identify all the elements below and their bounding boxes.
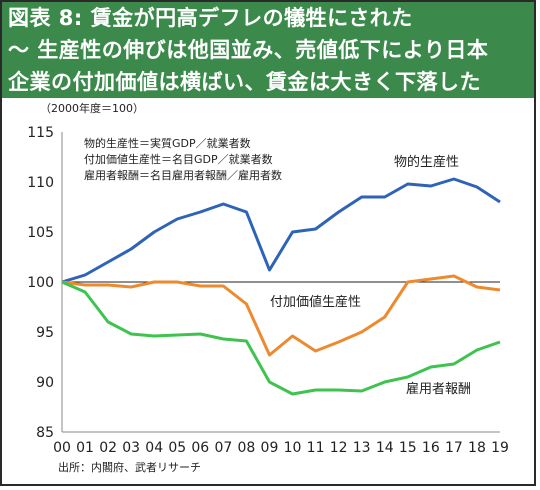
line-chart: （2000年度＝100） 85 90 95 100 105 110 115 00 01 02 03… — [27, 101, 509, 474]
figure-title: 図表 8: 賃金が円高デフレの犠牲にされた ～ 生産性の伸びは他国並み、売値低下… — [2, 2, 534, 98]
x-tick-label: 04 — [145, 440, 163, 456]
x-tick-label: 17 — [445, 440, 463, 456]
x-tick-label: 16 — [422, 440, 440, 456]
series-label-physical-productivity: 物的生産性 — [394, 154, 459, 170]
definition-2: 付加価値生産性＝名目GDP／就業者数 — [84, 152, 273, 166]
title-line-2: ～ 生産性の伸びは他国並み、売値低下により日本 — [8, 38, 489, 62]
y-tick-label: 105 — [27, 225, 54, 241]
definition-3: 雇用者報酬＝名目雇用者報酬／雇用者数 — [84, 168, 282, 182]
series-label-compensation: 雇用者報酬 — [406, 381, 471, 397]
x-tick-label: 05 — [168, 440, 186, 456]
x-tick-label: 18 — [468, 440, 486, 456]
series-lines — [61, 177, 501, 396]
x-tick-label: 08 — [238, 440, 256, 456]
x-tick-label: 14 — [376, 440, 394, 456]
x-tick-label: 12 — [330, 440, 348, 456]
x-tick-label: 11 — [307, 440, 325, 456]
y-tick-label: 85 — [36, 425, 54, 441]
x-tick-label: 13 — [353, 440, 371, 456]
x-tick-label: 01 — [76, 440, 94, 456]
x-tick-label: 03 — [122, 440, 140, 456]
x-tick-label: 19 — [491, 440, 509, 456]
source-note: 出所：内閣府、武者リサーチ — [58, 460, 201, 474]
unit-note: （2000年度＝100） — [40, 101, 144, 115]
series-line-1 — [61, 274, 501, 357]
x-tick-label: 07 — [214, 440, 232, 456]
title-line-1: 図表 8: 賃金が円高デフレの犠牲にされた — [8, 6, 413, 30]
y-tick-label: 115 — [27, 125, 54, 141]
x-tick-label: 09 — [261, 440, 279, 456]
y-tick-label: 100 — [27, 275, 54, 291]
definition-1: 物的生産性＝実質GDP／就業者数 — [84, 136, 251, 150]
title-line-3: 企業の付加価値は横ばい、賃金は大きく下落した — [8, 70, 481, 94]
x-axis-ticks: 00 01 02 03 04 05 06 07 08 09 10 11 12 13 14 15 16 17 18 19 — [53, 440, 509, 456]
y-tick-label: 90 — [36, 375, 54, 391]
x-tick-label: 10 — [284, 440, 302, 456]
x-tick-label: 02 — [99, 440, 117, 456]
y-axis-ticks: 85 90 95 100 105 110 115 — [27, 125, 54, 441]
x-tick-label: 15 — [399, 440, 417, 456]
x-tick-label: 00 — [53, 440, 71, 456]
y-tick-label: 110 — [27, 175, 54, 191]
x-tick-label: 06 — [191, 440, 209, 456]
y-tick-label: 95 — [36, 325, 54, 341]
series-line-2 — [61, 280, 501, 396]
series-label-value-added-productivity: 付加価値生産性 — [270, 294, 361, 310]
series-line-0 — [61, 177, 501, 284]
